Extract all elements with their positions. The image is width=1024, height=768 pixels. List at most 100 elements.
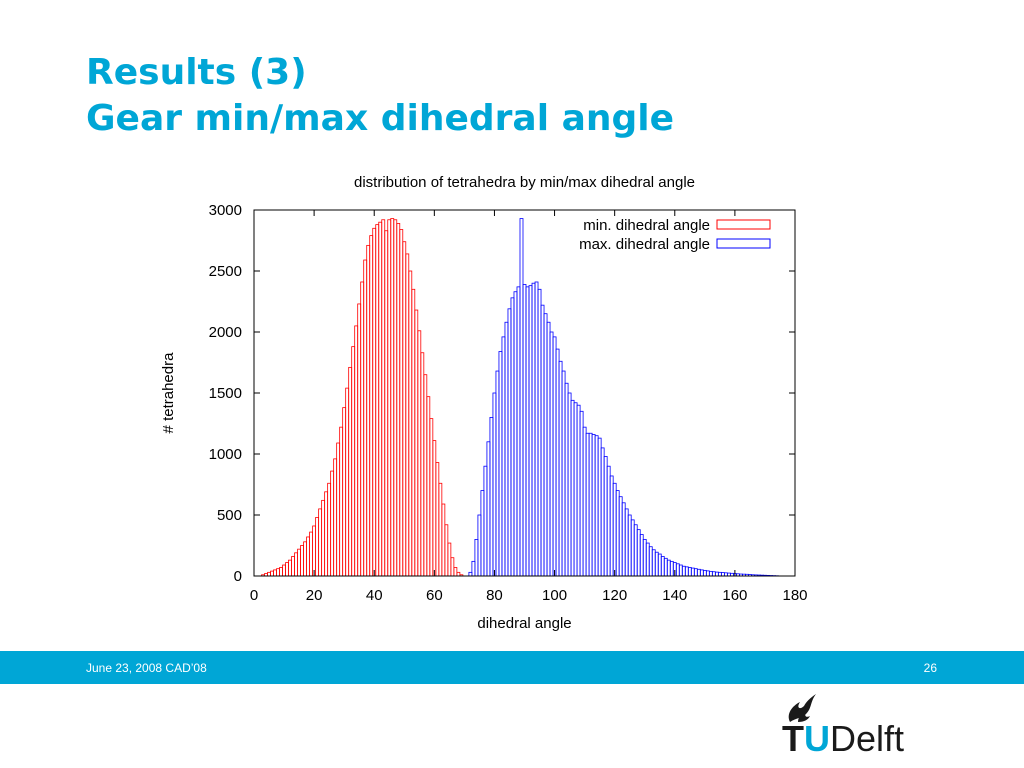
bar-max	[624, 508, 629, 577]
flame-icon	[788, 694, 816, 722]
bar-max	[582, 426, 587, 577]
bar-max	[552, 336, 557, 577]
x-tick-label: 100	[542, 587, 567, 604]
bar-min	[387, 219, 392, 577]
bar-min	[408, 270, 413, 577]
bar-min	[330, 470, 335, 577]
bar-min	[399, 229, 404, 577]
bar-max	[666, 559, 671, 577]
bar-min	[270, 570, 274, 577]
bar-max	[612, 482, 617, 577]
y-tick-label: 3000	[209, 202, 242, 219]
bar-min	[423, 374, 428, 577]
tudelft-wordmark: TUDelft	[782, 720, 904, 758]
logo-delft: Delft	[830, 718, 905, 759]
bar-max	[663, 557, 668, 577]
bar-min	[390, 218, 395, 577]
bar-max	[537, 288, 542, 577]
bar-min	[372, 227, 377, 577]
slide-title-line2: Gear min/max dihedral angle	[86, 98, 675, 139]
bar-max	[486, 441, 491, 577]
bar-max	[561, 370, 566, 577]
x-tick-label: 140	[662, 587, 687, 604]
bar-max	[474, 538, 479, 577]
bar-max	[651, 549, 656, 577]
x-tick-label: 180	[782, 587, 807, 604]
bar-min	[333, 458, 338, 577]
bar-max	[618, 496, 623, 577]
bar-max	[519, 218, 524, 577]
histogram-chart: distribution of tetrahedra by min/max di…	[160, 174, 808, 632]
bar-max	[714, 571, 719, 577]
bar-max	[468, 571, 473, 577]
bar-min	[363, 259, 368, 577]
bar-min	[420, 352, 425, 577]
bar-max	[669, 560, 674, 577]
x-tick-label: 80	[486, 587, 503, 604]
y-axis-label: # tetrahedra	[160, 352, 177, 434]
bar-min	[288, 559, 292, 577]
bar-max	[576, 404, 581, 577]
logo-t: T	[782, 718, 804, 759]
bar-max	[504, 321, 509, 577]
bar-max	[510, 297, 515, 577]
bar-max	[648, 546, 653, 577]
y-tick-label: 1000	[209, 446, 242, 463]
bar-min	[297, 548, 301, 577]
bar-min	[279, 567, 283, 577]
bar-max	[513, 291, 518, 577]
bar-min	[441, 503, 446, 577]
y-tick-label: 500	[217, 507, 242, 524]
bar-max	[633, 524, 638, 577]
bar-max	[600, 447, 605, 577]
bar-max	[645, 542, 650, 577]
bar-max	[657, 553, 662, 577]
bar-max	[654, 551, 659, 577]
bar-min	[444, 524, 449, 577]
bar-min	[276, 568, 280, 577]
bar-max	[507, 308, 512, 577]
bar-min	[315, 517, 320, 577]
x-tick-label: 120	[602, 587, 627, 604]
bar-min	[417, 330, 422, 577]
bar-max	[480, 490, 485, 577]
bar-max	[678, 564, 683, 577]
x-tick-label: 20	[306, 587, 323, 604]
x-tick-label: 40	[366, 587, 383, 604]
bar-min	[432, 440, 437, 577]
bar-min	[378, 221, 383, 577]
bar-max	[699, 569, 704, 577]
bar-max	[477, 514, 482, 577]
bar-max	[579, 410, 584, 577]
legend-swatch-max	[716, 238, 771, 249]
legend-label-min: min. dihedral angle	[583, 217, 710, 234]
bar-min	[336, 442, 341, 577]
bar-max	[687, 567, 692, 577]
bar-max	[711, 571, 716, 577]
bar-max	[591, 434, 596, 577]
bar-max	[522, 284, 527, 577]
bar-min	[369, 235, 374, 577]
bar-min	[267, 571, 271, 577]
bar-min	[285, 562, 289, 577]
bar-max	[705, 570, 710, 577]
slide-title: Results (3) Gear min/max dihedral angle	[86, 50, 674, 142]
x-axis-label: dihedral angle	[477, 615, 571, 632]
bar-max	[528, 285, 533, 577]
bar-min	[345, 387, 350, 577]
footer-date-conference: June 23, 2008 CAD’08	[86, 661, 207, 675]
bar-max	[594, 435, 599, 577]
bar-max	[492, 392, 497, 577]
bar-min	[405, 253, 410, 577]
bar-max	[660, 556, 665, 577]
bar-max	[531, 282, 536, 577]
bar-min	[384, 230, 389, 577]
bar-max	[606, 465, 611, 577]
bar-max	[597, 437, 602, 577]
bar-max	[636, 529, 641, 577]
bar-max	[534, 281, 539, 577]
bar-min	[438, 482, 443, 577]
bar-max	[543, 313, 548, 577]
bar-max	[489, 416, 494, 577]
bar-min	[402, 241, 407, 577]
